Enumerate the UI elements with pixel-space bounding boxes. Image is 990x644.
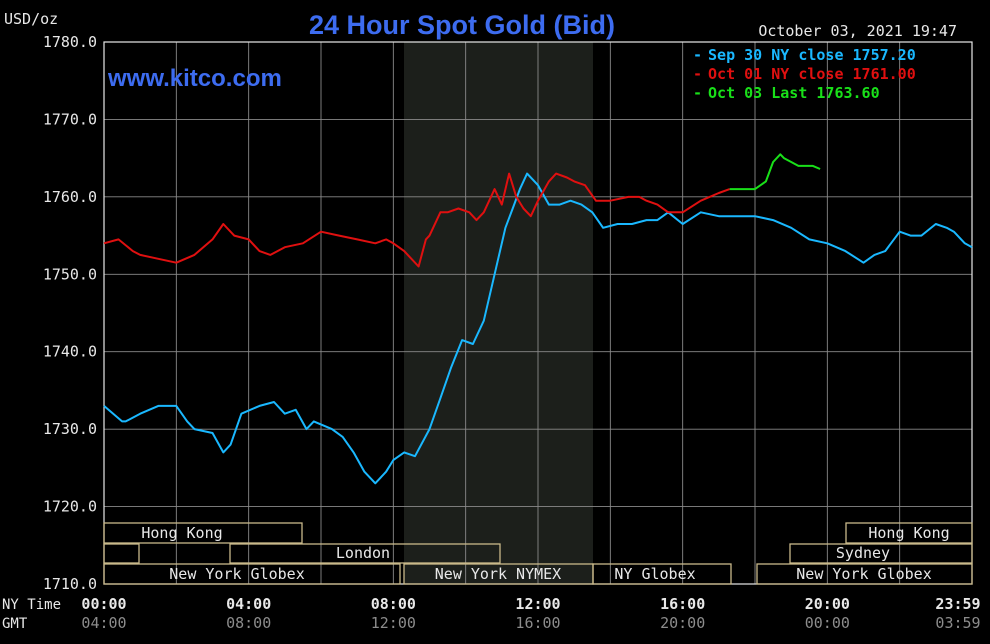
session-label-ny-globex-right: New York Globex (796, 565, 931, 583)
x-tick-label-ny: 16:00 (660, 595, 705, 613)
x-tick-label-gmt: 12:00 (371, 614, 416, 632)
site-watermark: www.kitco.com (107, 65, 282, 92)
x-tick-label-gmt: 04:00 (81, 614, 126, 632)
x-tick-label-gmt: 20:00 (660, 614, 705, 632)
x-tick-label-gmt: 16:00 (515, 614, 560, 632)
y-tick-label: 1770.0 (43, 110, 97, 128)
session-label-london: London (336, 544, 390, 562)
y-tick-labels: 1780.0 1770.0 1760.0 1750.0 1740.0 1730.0 1720… (43, 33, 97, 593)
legend-label-sep30: Sep 30 NY close 1757.20 (708, 46, 916, 64)
x-tick-label-ny: 12:00 (515, 595, 560, 613)
x-tick-labels: 00:0004:0004:0008:0008:0012:0012:0016:00… (81, 595, 980, 632)
series-line-sep30 (103, 172, 973, 485)
session-label-ny-globex-mid: NY Globex (614, 565, 695, 583)
date-time-stamp: October 03, 2021 19:47 (758, 22, 957, 40)
gmt-axis-label: GMT (2, 616, 28, 632)
legend-label-oct01: Oct 01 NY close 1761.00 (708, 65, 916, 83)
series-line-oct01 (103, 172, 731, 268)
session-box-hong-kong-right (845, 522, 973, 544)
x-tick-label-ny: 20:00 (805, 595, 850, 613)
legend-label-oct03: Oct 03 Last 1763.60 (708, 84, 880, 102)
session-label-sydney: Sydney (836, 544, 890, 562)
x-tick-label-gmt: 00:00 (805, 614, 850, 632)
legend: - Sep 30 NY close 1757.20 - Oct 01 NY clos… (693, 46, 916, 102)
x-tick-label-ny: 04:00 (226, 595, 271, 613)
y-tick-label: 1720.0 (43, 498, 97, 516)
session-box-ny-globex-right (756, 563, 973, 585)
session-label-ny-nymex: New York NYMEX (435, 565, 561, 583)
legend-item-oct03: - Oct 03 Last 1763.60 (693, 84, 880, 102)
trading-sessions (103, 522, 973, 585)
session-box-sydney (789, 543, 973, 564)
session-box-ny-globex-mid (592, 563, 732, 585)
x-tick-label-ny: 08:00 (371, 595, 416, 613)
session-box-ny-globex-left (103, 563, 401, 585)
session-label-hong-kong-right: Hong Kong (868, 524, 949, 542)
session-label-ny-globex-left: New York Globex (169, 565, 304, 583)
legend-item-sep30: - Sep 30 NY close 1757.20 (693, 46, 916, 64)
y-unit-label: USD/oz (4, 10, 58, 28)
ny-time-axis-label: NY Time (2, 597, 61, 613)
session-box-row2-a (103, 543, 140, 564)
legend-item-oct01: - Oct 01 NY close 1761.00 (693, 65, 916, 83)
y-tick-label: 1710.0 (43, 575, 97, 593)
series-line-oct03 (729, 153, 821, 191)
y-tick-label: 1730.0 (43, 420, 97, 438)
session-label-hong-kong-left: Hong Kong (141, 524, 222, 542)
y-tick-label: 1760.0 (43, 188, 97, 206)
x-tick-label-ny: 00:00 (81, 595, 126, 613)
x-tick-label-gmt: 08:00 (226, 614, 271, 632)
nymex-session-shade (404, 42, 593, 584)
x-tick-label-gmt: 03:59 (935, 614, 980, 632)
y-tick-label: 1740.0 (43, 343, 97, 361)
session-box-hong-kong-left (103, 522, 303, 544)
session-box-london (229, 543, 501, 564)
x-tick-label-ny: 23:59 (935, 595, 980, 613)
chart-title: 24 Hour Spot Gold (Bid) (309, 10, 615, 40)
price-series (103, 153, 973, 485)
y-tick-label: 1750.0 (43, 265, 97, 283)
y-tick-label: 1780.0 (43, 33, 97, 51)
